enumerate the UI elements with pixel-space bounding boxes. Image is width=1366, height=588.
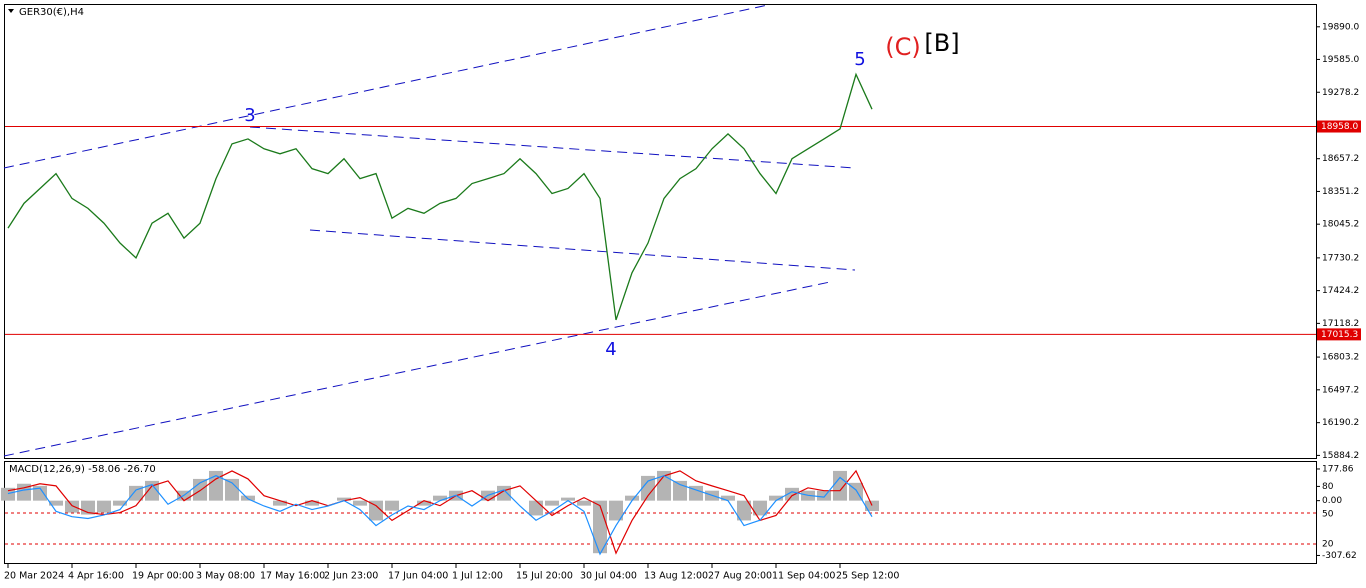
x-tick-label: 3 May 08:00 [196,571,255,582]
y-tick-label: 19890.0 [1322,22,1359,32]
x-tick-label: 2 Jun 23:00 [324,571,378,582]
macd-bar [209,470,223,501]
macd-line [7,469,873,555]
macd-bar [817,490,831,501]
trend-line [249,126,856,169]
menu-arrow[interactable] [8,9,14,13]
macd-bar [753,500,767,516]
macd-bar [785,487,799,501]
wave-label: (C) [885,33,920,61]
macd-bar [369,500,383,521]
macd-bar [417,500,431,506]
macd-bar [545,500,559,506]
macd-bar [769,495,783,501]
macd-bar [609,500,623,521]
y-tick-label: 15884.2 [1322,451,1359,461]
macd-panel [4,461,1317,564]
y-tick-label: 16497.2 [1322,385,1359,395]
macd-bar [737,500,751,521]
y-tick-label: 19278.2 [1322,88,1359,98]
level-label: 50 [1322,510,1334,520]
macd-bar [49,500,63,506]
macd-bar [577,500,591,506]
y-tick-label: 18351.2 [1322,187,1359,197]
trend-line [3,281,831,457]
macd-bar [689,485,703,501]
macd-bar [721,495,735,501]
x-tick-label: 11 Sep 04:00 [772,571,835,582]
y-tick-label: 18045.2 [1322,220,1359,230]
macd-bar [865,500,879,511]
macd-bar [673,480,687,501]
y-tick-label: 0.00 [1322,496,1342,506]
macd-bar [641,475,655,501]
chart-title: GER30(€),H4 [19,7,84,18]
x-tick-label: 20 Mar 2024 [4,571,64,582]
macd-bar [225,478,239,501]
x-tick-label: 15 Jul 20:00 [516,571,573,582]
macd-title: MACD(12,26,9) -58.06 -26.70 [9,464,156,475]
macd-bar [305,500,319,506]
macd-bar [625,495,639,501]
x-tick-label: 19 Apr 00:00 [132,571,194,582]
x-tick-label: 17 Jun 04:00 [388,571,448,582]
macd-bar [353,500,367,506]
macd-bar [561,497,575,501]
macd-bar [593,500,607,554]
macd-bar [385,500,399,511]
y-tick-label: 177.86 [1322,464,1354,474]
macd-bar [65,500,79,513]
y-tick-label: -307.62 [1322,551,1357,561]
macd-bar [97,500,111,513]
wave-label: 4 [605,339,616,360]
y-tick-label: 80 [1322,482,1334,492]
macd-bar [129,485,143,501]
wave-label: 3 [244,105,255,126]
macd-bar [273,500,287,506]
y-tick-label: 17730.2 [1322,253,1359,263]
macd-bar [529,500,543,516]
y-tick-label: 17424.2 [1322,286,1359,296]
x-tick-label: 27 Aug 20:00 [708,571,772,582]
y-tick-label: 16803.2 [1322,353,1359,363]
level-label: 20 [1322,540,1334,550]
x-tick-label: 13 Aug 12:00 [644,571,708,582]
trend-line [3,4,769,169]
macd-bar [113,500,127,506]
macd-bar [33,485,47,501]
macd-bar [833,470,847,501]
y-tick-label: 18657.2 [1322,154,1359,164]
macd-bar [1,487,15,501]
trend-line [309,229,856,271]
macd-bar [337,497,351,501]
x-tick-label: 25 Sep 12:00 [836,571,899,582]
main-panel [4,4,1317,459]
level-label-box [1317,120,1361,133]
level-label: 18958.0 [1321,122,1358,132]
y-tick-label: 17118.2 [1322,319,1359,329]
macd-line [7,475,873,556]
x-tick-label: 17 May 16:00 [260,571,325,582]
macd-levels [5,512,1316,545]
level-label: 17015.3 [1321,330,1358,340]
x-tick-label: 4 Apr 16:00 [68,571,124,582]
y-tick-label: 16190.2 [1322,418,1359,428]
macd-bar [193,478,207,501]
level-label-box [1317,328,1361,341]
wave-label: [B] [924,29,959,57]
x-tick-label: 1 Jul 12:00 [452,571,503,582]
macd-bar [433,495,447,501]
trend-lines [3,4,856,457]
y-tick-label: 19585.0 [1322,55,1359,65]
wave-label: 5 [854,49,865,70]
x-tick-label: 30 Jul 04:00 [580,571,637,582]
price-line [7,72,873,321]
